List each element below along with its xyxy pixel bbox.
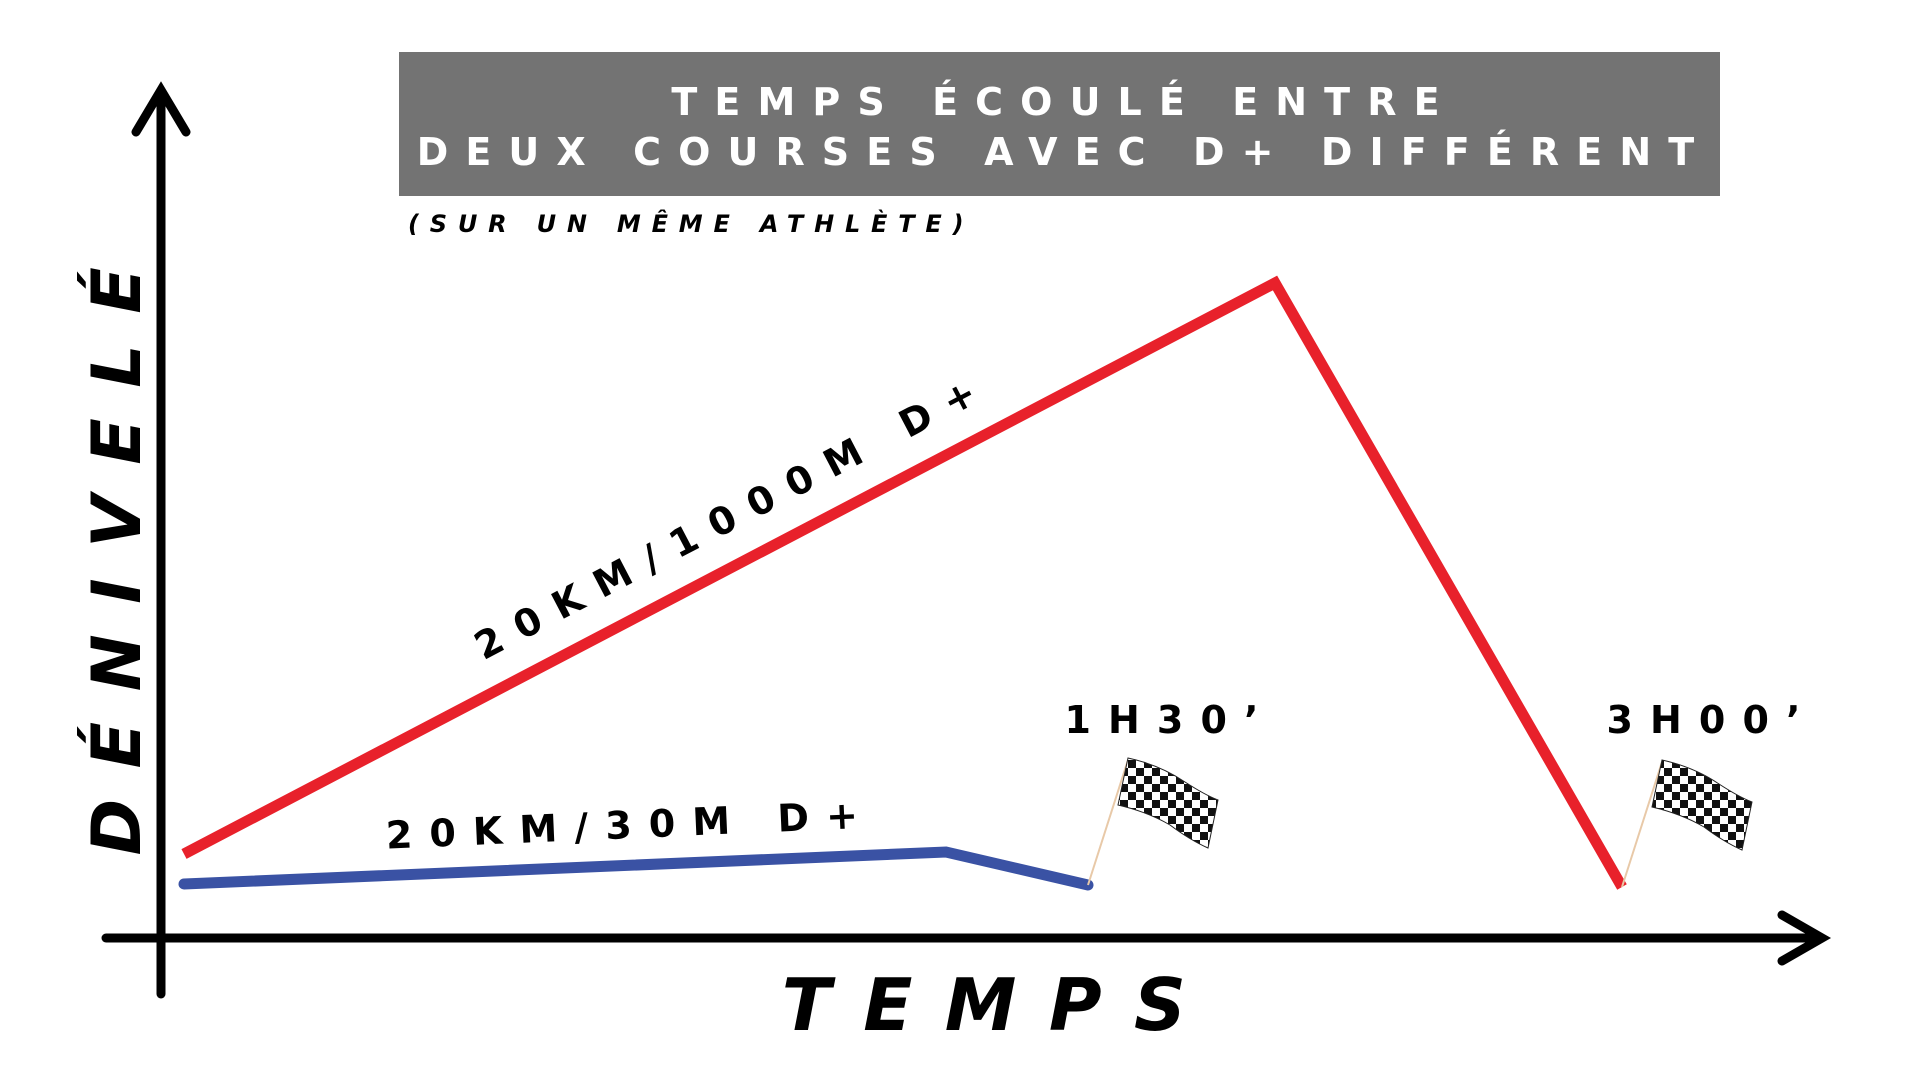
- finish-flag: [1621, 759, 1753, 888]
- time-label: 3H00’: [1606, 698, 1817, 742]
- x-arrow: [1777, 910, 1832, 966]
- finish-flag: [1087, 757, 1219, 886]
- title-line: TEMPS ÉCOULÉ ENTRE: [671, 80, 1456, 124]
- title-line: DEUX COURSES AVEC D+ DIFFÉRENT: [417, 130, 1712, 174]
- time-label: 1H30’: [1064, 698, 1275, 742]
- subtitle: (SUR UN MÊME ATHLÈTE): [408, 208, 974, 238]
- route-line: [178, 846, 1094, 891]
- route-label: 20KM/30M D+: [385, 792, 876, 857]
- route-line: [181, 275, 1627, 890]
- y-axis-label: DÉNIVELÉ: [77, 237, 157, 856]
- y-arrow: [131, 81, 191, 137]
- title-box: [399, 52, 1720, 196]
- axes: [101, 81, 1832, 999]
- route-label: 20KM/1000M D+: [467, 362, 998, 668]
- x-axis-label: TEMPS: [782, 963, 1219, 1047]
